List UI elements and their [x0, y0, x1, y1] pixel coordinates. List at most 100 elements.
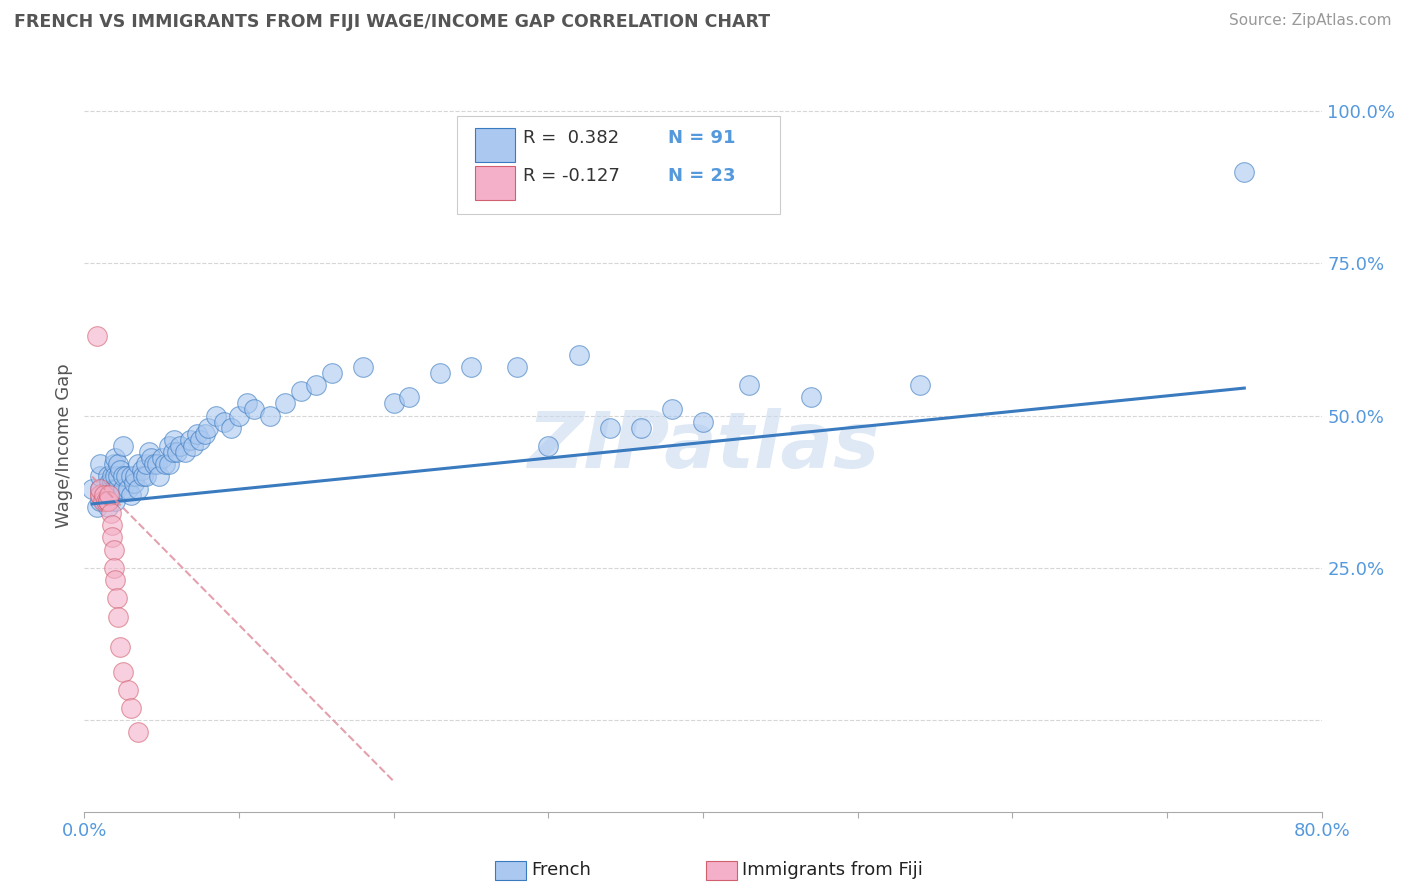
Point — [128, 482, 150, 496]
Point — [104, 573, 127, 587]
Point — [352, 359, 374, 374]
Point — [205, 409, 228, 423]
Point — [197, 421, 219, 435]
Point — [89, 494, 111, 508]
Point — [93, 488, 115, 502]
Point — [107, 469, 129, 483]
Point — [506, 359, 529, 374]
Point — [101, 475, 124, 490]
Point — [89, 482, 111, 496]
Point — [148, 469, 170, 483]
Point — [97, 469, 120, 483]
Point — [259, 409, 281, 423]
Point — [188, 433, 212, 447]
Point — [105, 591, 128, 606]
Text: N = 23: N = 23 — [668, 167, 735, 185]
Point — [398, 390, 420, 404]
Point — [290, 384, 312, 398]
Point — [599, 421, 621, 435]
Point — [105, 482, 128, 496]
Point — [174, 445, 197, 459]
Point — [112, 439, 135, 453]
Point — [321, 366, 343, 380]
Point — [103, 542, 125, 557]
Point — [135, 469, 157, 483]
Text: FRENCH VS IMMIGRANTS FROM FIJI WAGE/INCOME GAP CORRELATION CHART: FRENCH VS IMMIGRANTS FROM FIJI WAGE/INCO… — [14, 13, 770, 31]
Point — [236, 396, 259, 410]
Text: R = -0.127: R = -0.127 — [523, 167, 620, 185]
Point — [138, 445, 160, 459]
Point — [100, 506, 122, 520]
Point — [186, 426, 208, 441]
Point — [112, 469, 135, 483]
Point — [274, 396, 297, 410]
Point — [89, 488, 111, 502]
Point — [135, 458, 157, 472]
Point — [94, 494, 117, 508]
Point — [117, 482, 139, 496]
Point — [97, 494, 120, 508]
Point — [103, 482, 125, 496]
Point — [128, 725, 150, 739]
Point — [101, 518, 124, 533]
Text: R =  0.382: R = 0.382 — [523, 129, 619, 147]
Point — [115, 469, 138, 483]
Point — [107, 609, 129, 624]
Point — [93, 494, 115, 508]
Point — [86, 329, 108, 343]
Point — [738, 378, 761, 392]
Point — [100, 482, 122, 496]
Point — [89, 482, 111, 496]
Point — [98, 488, 121, 502]
Point — [143, 458, 166, 472]
Point — [162, 445, 184, 459]
Point — [132, 469, 155, 483]
Point — [146, 458, 169, 472]
Point — [166, 445, 188, 459]
Point — [661, 402, 683, 417]
Point — [429, 366, 451, 380]
Point — [1233, 164, 1256, 178]
Point — [104, 469, 127, 483]
Point — [91, 494, 114, 508]
Point — [97, 488, 120, 502]
Point — [112, 665, 135, 679]
Point — [692, 415, 714, 429]
Point — [89, 469, 111, 483]
Point — [537, 439, 560, 453]
Point — [124, 469, 146, 483]
Point — [568, 348, 591, 362]
Point — [305, 378, 328, 392]
Point — [179, 433, 201, 447]
Point — [153, 458, 176, 472]
Point — [120, 701, 142, 715]
Point — [194, 426, 217, 441]
Point — [150, 451, 173, 466]
Point — [89, 458, 111, 472]
Point — [131, 463, 153, 477]
Text: Immigrants from Fiji: Immigrants from Fiji — [742, 861, 924, 879]
Point — [169, 439, 191, 453]
Point — [120, 469, 142, 483]
Point — [108, 463, 131, 477]
Point — [159, 439, 181, 453]
Point — [108, 640, 131, 655]
Point — [139, 451, 162, 466]
Point — [630, 421, 652, 435]
Text: ZIPatlas: ZIPatlas — [527, 408, 879, 484]
Point — [181, 439, 204, 453]
Point — [104, 494, 127, 508]
Y-axis label: Wage/Income Gap: Wage/Income Gap — [55, 364, 73, 528]
Point — [159, 458, 181, 472]
Point — [104, 482, 127, 496]
Point — [97, 494, 120, 508]
Point — [163, 433, 186, 447]
Point — [97, 482, 120, 496]
Point — [101, 488, 124, 502]
Point — [908, 378, 931, 392]
Point — [82, 482, 104, 496]
Text: Source: ZipAtlas.com: Source: ZipAtlas.com — [1229, 13, 1392, 29]
Text: N = 91: N = 91 — [668, 129, 735, 147]
Point — [101, 469, 124, 483]
Point — [97, 494, 120, 508]
